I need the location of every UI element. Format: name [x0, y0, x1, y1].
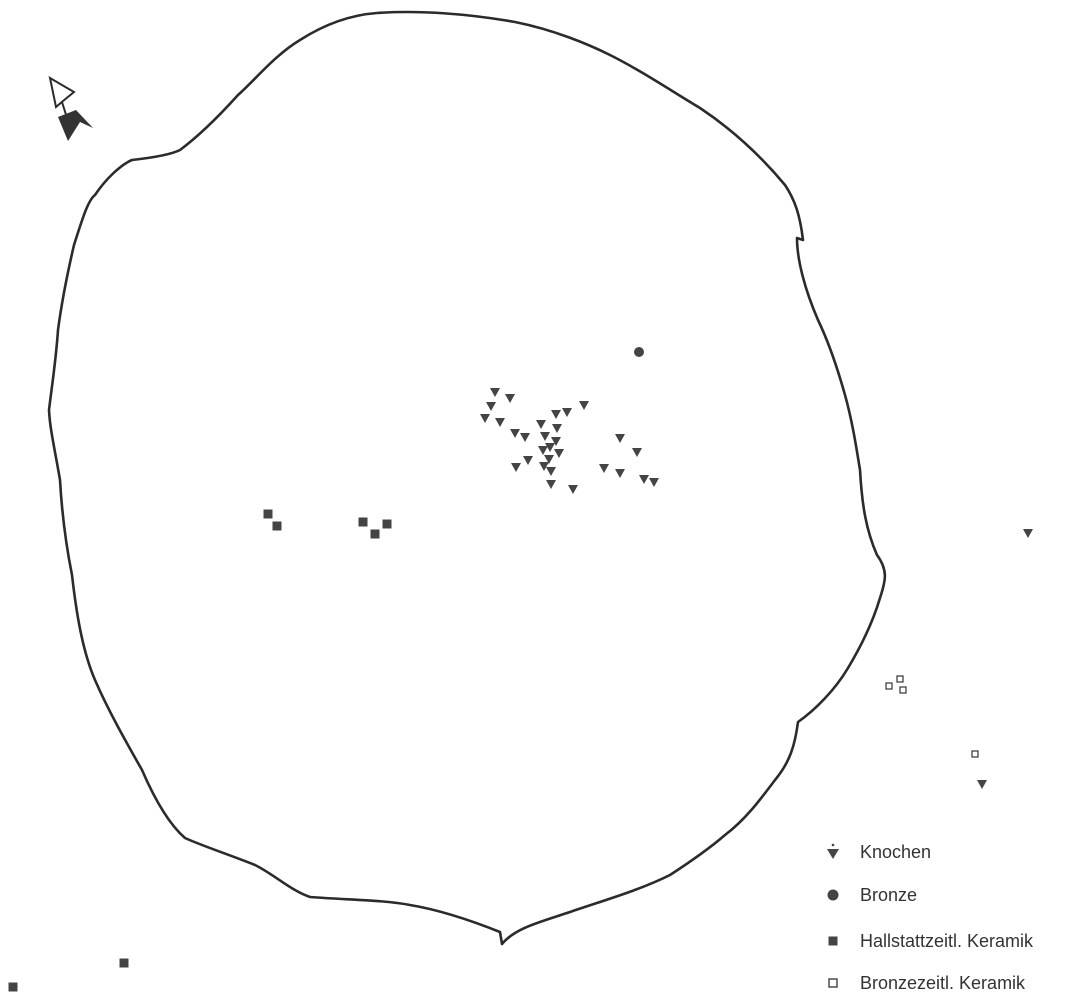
- site-boundary-outline: [47, 10, 887, 946]
- knochen-marker: [480, 414, 490, 423]
- hallstatt-keramik-marker: [370, 529, 380, 539]
- open-square-icon: [818, 968, 848, 998]
- bronzezeit-keramik-marker: [971, 750, 979, 758]
- hallstatt-keramik-marker: [272, 521, 282, 531]
- hallstatt-keramik-marker: [358, 517, 368, 527]
- knochen-marker: [568, 485, 578, 494]
- knochen-marker: [551, 410, 561, 419]
- find-markers: [8, 347, 1033, 992]
- hallstatt-keramik-marker: [382, 519, 392, 529]
- knochen-marker: [523, 456, 533, 465]
- knochen-marker: [977, 780, 987, 789]
- legend-label: Knochen: [860, 841, 932, 862]
- knochen-marker: [545, 443, 555, 452]
- north-arrow-icon: [48, 76, 93, 141]
- north-arrow-head-icon: [48, 76, 76, 109]
- bronze-marker: [634, 347, 644, 357]
- knochen-marker: [539, 462, 549, 471]
- north-arrow-tail-icon: [58, 110, 93, 141]
- knochen-marker: [490, 388, 500, 397]
- filled-square-icon: [818, 926, 848, 956]
- bronzezeit-keramik-marker: [896, 675, 904, 683]
- legend-label: Hallstattzeitl. Keramik: [860, 930, 1034, 951]
- knochen-marker: [639, 475, 649, 484]
- knochen-marker: [1023, 529, 1033, 538]
- knochen-marker: [505, 394, 515, 403]
- bronzezeit-keramik-marker: [899, 686, 907, 694]
- knochen-marker: [511, 463, 521, 472]
- bronzezeit-keramik-marker: [885, 682, 893, 690]
- knochen-marker: [486, 402, 496, 411]
- knochen-marker: [615, 469, 625, 478]
- hallstatt-keramik-marker: [119, 958, 129, 968]
- knochen-marker: [540, 432, 550, 441]
- legend-label: Bronzezeitl. Keramik: [860, 972, 1026, 993]
- knochen-marker: [538, 446, 548, 455]
- circle-icon: [818, 880, 848, 910]
- legend-item-bronze: Bronze: [818, 880, 917, 910]
- knochen-marker: [510, 429, 520, 438]
- knochen-marker: [536, 420, 546, 429]
- hallstatt-keramik-marker: [8, 982, 18, 992]
- knochen-marker: [495, 418, 505, 427]
- hallstatt-keramik-marker: [263, 509, 273, 519]
- knochen-marker: [520, 433, 530, 442]
- knochen-marker: [615, 434, 625, 443]
- knochen-marker: [562, 408, 572, 417]
- knochen-marker: [546, 467, 556, 476]
- knochen-marker: [544, 455, 554, 464]
- knochen-marker: [632, 448, 642, 457]
- legend-item-hallstatt-keramik: Hallstattzeitl. Keramik: [818, 926, 1033, 956]
- knochen-marker: [554, 449, 564, 458]
- legend-item-knochen: Knochen: [818, 837, 931, 867]
- legend-label: Bronze: [860, 884, 918, 905]
- knochen-marker: [552, 424, 562, 433]
- triangle-down-icon: [818, 837, 848, 867]
- knochen-marker: [551, 437, 561, 446]
- knochen-marker: [649, 478, 659, 487]
- knochen-marker: [579, 401, 589, 410]
- knochen-marker: [599, 464, 609, 473]
- legend-item-bronzezeit-keramik: Bronzezeitl. Keramik: [818, 968, 1025, 998]
- knochen-marker: [546, 480, 556, 489]
